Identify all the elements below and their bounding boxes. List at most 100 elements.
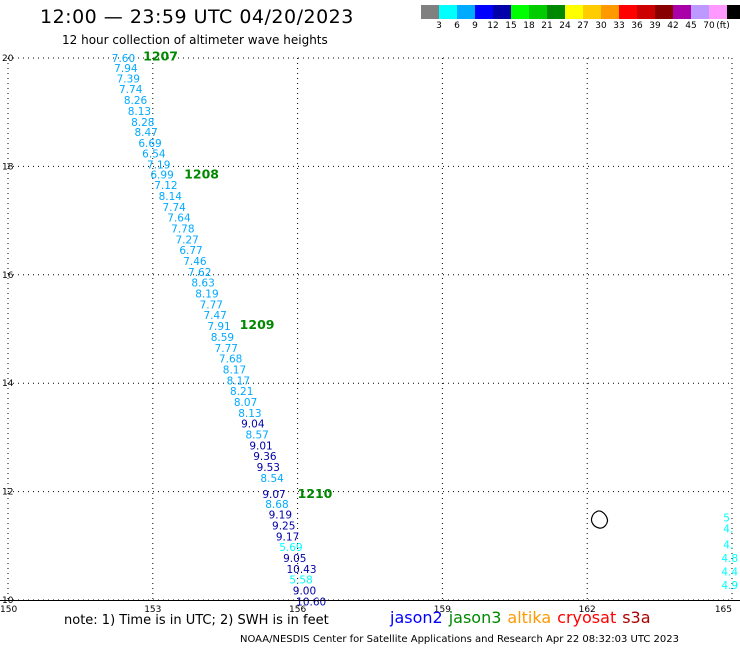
legend-swatch	[619, 5, 637, 19]
legend-swatch	[565, 5, 583, 19]
wave-reading: 8.17	[223, 364, 246, 376]
lon-tick-label: 159	[434, 605, 451, 615]
legend-swatch	[457, 5, 475, 19]
pass-label: 1210	[298, 486, 333, 501]
footer-credit: NOAA/NESDIS Center for Satellite Applica…	[240, 634, 679, 645]
wave-reading: 4.	[723, 540, 733, 552]
legend-label: 12	[487, 21, 499, 31]
pass-label: 1209	[240, 317, 275, 332]
legend-label: 30	[595, 21, 607, 31]
legend-label: 42	[667, 21, 679, 31]
legend-swatch	[673, 5, 691, 19]
wave-reading: 8.13	[128, 106, 151, 118]
lon-tick-label: 153	[144, 605, 161, 615]
wave-reading: 9.04	[241, 419, 265, 431]
legend-label: 70	[703, 21, 715, 31]
wave-reading: 7.74	[162, 202, 186, 214]
wave-reading: 6.99	[150, 169, 173, 181]
satellite-legend: jason2 jason3 altika cryosat s3a	[390, 608, 657, 627]
legend-swatch	[421, 5, 439, 19]
lat-tick-label: 14	[2, 379, 14, 389]
lon-tick-label: 165	[715, 605, 732, 615]
legend-label: 24	[559, 21, 571, 31]
wave-reading: 4.9	[721, 580, 738, 592]
axis-tick-labels: 150 153 156 159 162 165 20 18 16 14 1210	[0, 54, 732, 615]
legend-swatch	[529, 5, 547, 19]
wave-reading: 8.28	[131, 117, 154, 129]
satellite-name: s3a	[622, 608, 651, 627]
lat-tick-label: 18	[2, 162, 14, 172]
legend-label: 39	[649, 21, 661, 31]
legend-swatch	[547, 5, 565, 19]
wave-reading: 4.4	[721, 567, 738, 579]
map-frame	[0, 600, 740, 601]
island-shape	[590, 510, 609, 529]
legend-swatch	[655, 5, 673, 19]
wave-reading: 6.77	[179, 245, 202, 257]
wave-reading: 6.54	[142, 149, 166, 161]
wave-reading: 7.12	[154, 180, 177, 192]
wave-reading: 9.36	[253, 451, 277, 463]
wave-reading: 8.59	[211, 332, 234, 344]
legend-swatch	[601, 5, 619, 19]
wave-height-readings: 7.607.947.397.748.268.138.288.476.696.54…	[112, 53, 739, 609]
legend-label: 27	[577, 21, 589, 31]
wave-reading: 7.62	[188, 267, 211, 279]
wave-reading: 9.25	[272, 521, 295, 533]
wave-reading: 5.58	[289, 575, 312, 587]
legend-label: 9	[472, 21, 478, 31]
wave-reading: 10.60	[296, 596, 326, 608]
legend-labels: 3 6 9 12 15 18 21 24 27 30 33 36 39 42 45 70 (ft)	[421, 19, 740, 33]
wave-reading: 8.26	[124, 95, 148, 107]
legend-swatch	[691, 5, 709, 19]
legend-swatch	[511, 5, 529, 19]
wave-reading: 9.01	[249, 440, 272, 452]
wave-reading: 8.07	[234, 397, 257, 409]
wave-reading: 9.07	[262, 489, 285, 501]
lon-tick-label: 156	[289, 605, 306, 615]
wave-reading: 7.27	[175, 234, 198, 246]
legend-label: 36	[631, 21, 643, 31]
lat-tick-label: 20	[2, 54, 14, 64]
legend-unit: (ft)	[716, 21, 730, 31]
legend-swatch	[709, 5, 727, 19]
wave-reading: 5	[723, 512, 730, 524]
wave-reading: 8.14	[159, 191, 183, 203]
legend-swatch	[439, 5, 457, 19]
wave-reading: 7.77	[215, 343, 238, 355]
legend-swatch	[493, 5, 511, 19]
pass-label: 1207	[143, 49, 178, 64]
legend-swatch	[637, 5, 655, 19]
lon-tick-label: 150	[0, 605, 17, 615]
wave-reading: 7.74	[119, 84, 143, 96]
wave-reading: 4.8	[721, 553, 738, 565]
wave-reading: 10.43	[286, 564, 316, 576]
page-subtitle: 12 hour collection of altimeter wave hei…	[62, 33, 328, 47]
wave-reading: 9.17	[276, 531, 299, 543]
wave-reading: 8.13	[238, 408, 261, 420]
color-scale-legend: 3 6 9 12 15 18 21 24 27 30 33 36 39 42 45 70 (ft)	[421, 5, 740, 33]
wave-reading: 8.68	[265, 499, 288, 511]
wave-reading: 4.	[723, 523, 733, 535]
wave-reading: 9.05	[283, 553, 306, 565]
island-outline	[590, 510, 609, 529]
lat-tick-label: 16	[2, 271, 14, 281]
legend-label: 18	[523, 21, 535, 31]
wave-reading: 7.78	[171, 224, 194, 236]
wave-reading: 8.17	[227, 375, 250, 387]
wave-reading: 7.94	[114, 63, 138, 75]
wave-reading: 7.91	[207, 321, 230, 333]
wave-reading: 8.54	[260, 473, 284, 485]
legend-swatch	[475, 5, 493, 19]
wave-reading: 7.68	[219, 354, 242, 366]
wave-reading: 7.77	[200, 299, 223, 311]
satellite-name: altika	[507, 608, 552, 627]
legend-swatch	[583, 5, 601, 19]
legend-swatches	[421, 5, 740, 19]
wave-reading: 9.00	[293, 586, 316, 598]
legend-label: 3	[436, 21, 442, 31]
wave-reading: 6.69	[138, 138, 161, 150]
wave-reading: 8.19	[195, 289, 218, 301]
wave-reading: 9.19	[269, 510, 292, 522]
wave-reading: 8.47	[134, 127, 157, 139]
